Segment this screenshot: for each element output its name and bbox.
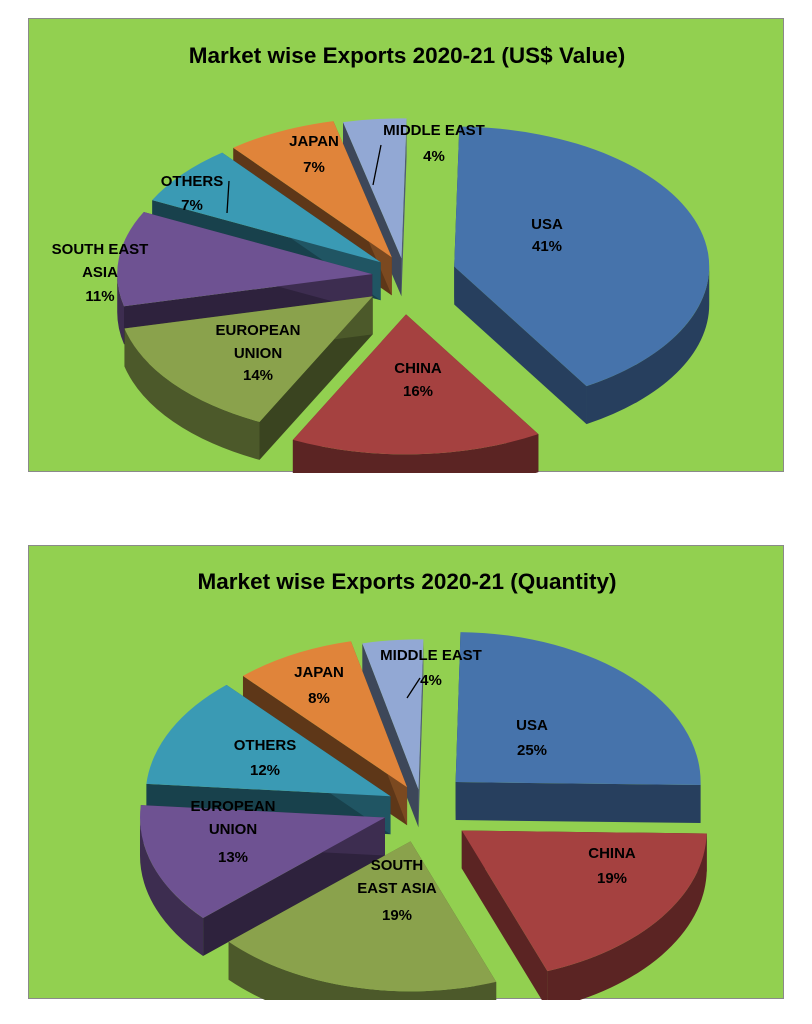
- leader-line-middle-east: [406, 677, 421, 699]
- slice-outer-wall: [139, 817, 204, 956]
- pie-slice-usa: [454, 126, 710, 425]
- label-percent: 11%: [85, 288, 114, 305]
- slice-top-face: [242, 641, 408, 788]
- label-percent: 14%: [243, 367, 273, 384]
- chart-quantity-svg: Market wise Exports 2020-21 (Quantity) U…: [139, 569, 707, 1000]
- label-name: USA: [516, 717, 548, 734]
- chart-value-panel: Market wise Exports 2020-21 (US$ Value) …: [28, 18, 784, 473]
- label-name: USA: [531, 216, 563, 233]
- pie-slices: [139, 632, 707, 1000]
- label-name: EUROPEAN UNION: [215, 322, 300, 362]
- label-name: MIDDLE EAST: [383, 122, 485, 139]
- pie-slices: [117, 118, 710, 473]
- pie-slice-european-union: [124, 296, 373, 460]
- label-percent: 25%: [517, 742, 547, 759]
- slice-label-usa: USA 25%: [516, 717, 548, 759]
- slice-label-japan: JAPAN 7%: [289, 133, 339, 176]
- slice-label-middle-east: MIDDLE EAST 4%: [380, 647, 482, 689]
- slice-label-japan: JAPAN 8%: [294, 664, 344, 707]
- chart-title: Market wise Exports 2020-21 (Quantity): [198, 569, 617, 594]
- label-percent: 19%: [382, 907, 412, 924]
- slice-top-face: [124, 296, 373, 422]
- label-name: SOUTH EAST ASIA: [357, 857, 437, 897]
- slice-label-china: CHINA 16%: [394, 360, 442, 400]
- slice-label-middle-east: MIDDLE EAST 4%: [383, 122, 485, 165]
- slice-top-face: [146, 684, 391, 797]
- slice-outer-wall: [292, 434, 539, 473]
- label-percent: 13%: [218, 849, 248, 866]
- label-name: JAPAN: [294, 664, 344, 681]
- leader-line-others: [226, 180, 230, 214]
- label-name: CHINA: [394, 360, 442, 377]
- pie-slice-china: [461, 830, 707, 1000]
- slice-top-face: [362, 639, 424, 790]
- slice-side-wall: [455, 782, 701, 824]
- slice-label-european-union: EUROPEAN UNION 14%: [215, 322, 300, 384]
- label-percent: 7%: [181, 197, 203, 214]
- slice-top-face: [117, 212, 373, 307]
- slice-outer-wall: [124, 328, 260, 460]
- pie-slice-china: [292, 314, 539, 473]
- slice-side-wall: [461, 830, 548, 1000]
- label-name: SOUTH EAST ASIA: [52, 241, 149, 281]
- slice-top-face: [454, 126, 710, 387]
- slice-side-wall: [401, 118, 407, 297]
- slice-outer-wall: [228, 941, 497, 1000]
- chart-quantity-panel: Market wise Exports 2020-21 (Quantity) U…: [28, 545, 784, 1000]
- slice-top-face: [292, 314, 539, 455]
- label-percent: 4%: [423, 148, 445, 165]
- slice-top-face: [139, 805, 385, 918]
- slice-top-face: [343, 118, 407, 259]
- chart-title: Market wise Exports 2020-21 (US$ Value): [189, 43, 625, 68]
- slice-top-face: [152, 152, 381, 263]
- slice-top-face: [455, 632, 701, 786]
- label-name: OTHERS: [161, 173, 224, 190]
- label-percent: 12%: [250, 762, 280, 779]
- label-name: EUROPEAN UNION: [190, 798, 275, 838]
- label-percent: 4%: [420, 672, 442, 689]
- label-percent: 8%: [308, 690, 330, 707]
- chart-value-svg: Market wise Exports 2020-21 (US$ Value) …: [52, 43, 710, 473]
- label-percent: 16%: [403, 383, 433, 400]
- pie-slice-south-east-asia: [228, 841, 497, 1000]
- label-name: CHINA: [588, 845, 636, 862]
- slice-label-south-east-asia: SOUTH EAST ASIA 19%: [357, 857, 437, 924]
- slice-outer-wall: [547, 833, 707, 1000]
- pie-slice-european-union: [139, 805, 385, 956]
- slice-label-south-east-asia: SOUTH EAST ASIA 11%: [52, 241, 149, 305]
- label-name: JAPAN: [289, 133, 339, 150]
- slice-label-china: CHINA 19%: [588, 845, 636, 887]
- slice-label-european-union: EUROPEAN UNION 13%: [190, 798, 275, 866]
- slice-label-usa: USA 41%: [531, 216, 563, 255]
- slice-side-wall: [418, 639, 424, 828]
- slice-top-face: [233, 121, 392, 258]
- label-percent: 41%: [532, 238, 562, 255]
- slice-label-others: OTHERS 7%: [161, 173, 224, 214]
- slice-top-face: [228, 841, 497, 992]
- label-name: OTHERS: [234, 737, 297, 754]
- slice-top-face: [461, 830, 707, 972]
- leader-line-middle-east: [372, 144, 382, 186]
- slice-outer-wall: [586, 266, 710, 425]
- pie-slice-usa: [455, 632, 701, 824]
- slice-side-wall: [454, 266, 587, 425]
- label-name: MIDDLE EAST: [380, 647, 482, 664]
- slice-outer-wall: [117, 274, 125, 345]
- slice-label-others: OTHERS 12%: [234, 737, 297, 779]
- label-percent: 7%: [303, 159, 325, 176]
- label-percent: 19%: [597, 870, 627, 887]
